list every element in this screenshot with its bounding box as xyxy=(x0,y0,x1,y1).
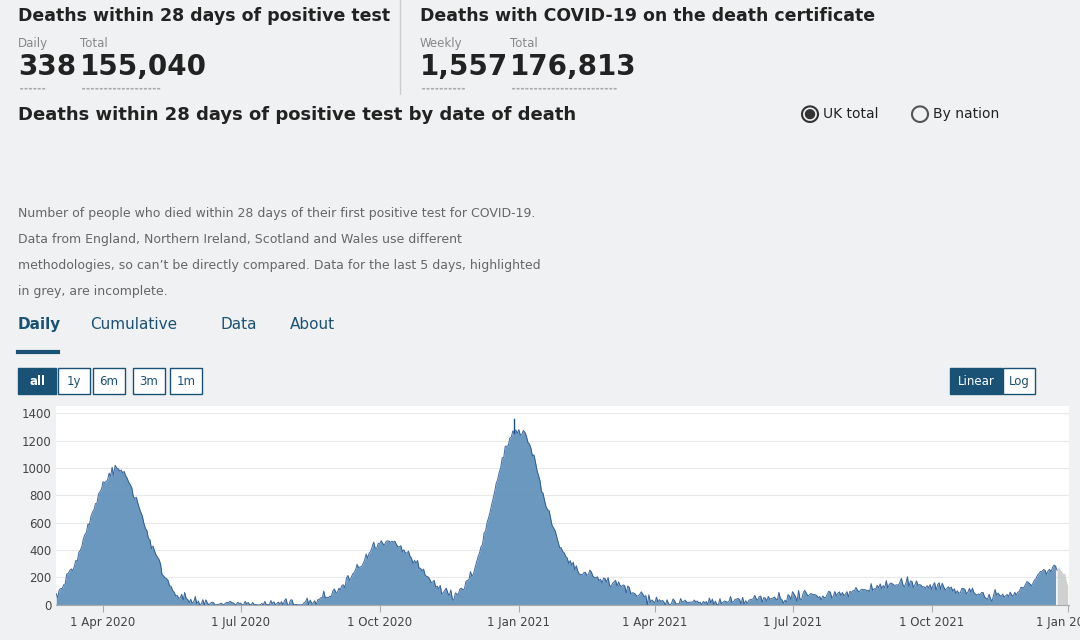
Text: Total: Total xyxy=(510,37,538,50)
Text: Daily: Daily xyxy=(18,37,49,50)
Text: Linear: Linear xyxy=(958,374,995,388)
Text: Cumulative: Cumulative xyxy=(90,317,177,332)
Text: By nation: By nation xyxy=(933,107,999,121)
Bar xyxy=(950,368,1002,394)
Text: 3m: 3m xyxy=(139,374,159,388)
Text: 155,040: 155,040 xyxy=(80,53,207,81)
Text: Log: Log xyxy=(1009,374,1029,388)
Polygon shape xyxy=(806,110,814,118)
Text: Data from England, Northern Ireland, Scotland and Wales use different: Data from England, Northern Ireland, Sco… xyxy=(18,233,462,246)
Text: Deaths with COVID-19 on the death certificate: Deaths with COVID-19 on the death certif… xyxy=(420,7,875,25)
Bar xyxy=(133,368,165,394)
Text: 338: 338 xyxy=(18,53,76,81)
Bar xyxy=(93,368,125,394)
Text: About: About xyxy=(291,317,335,332)
Bar xyxy=(170,368,202,394)
Text: 1,557: 1,557 xyxy=(420,53,509,81)
Text: Deaths within 28 days of positive test: Deaths within 28 days of positive test xyxy=(18,7,390,25)
Text: Total: Total xyxy=(80,37,108,50)
Text: 1m: 1m xyxy=(176,374,195,388)
Bar xyxy=(18,368,56,394)
Text: methodologies, so can’t be directly compared. Data for the last 5 days, highligh: methodologies, so can’t be directly comp… xyxy=(18,259,541,272)
Text: all: all xyxy=(29,374,45,388)
Text: 1y: 1y xyxy=(67,374,81,388)
Text: Daily: Daily xyxy=(18,317,62,332)
Text: 6m: 6m xyxy=(99,374,119,388)
Text: Number of people who died within 28 days of their first positive test for COVID-: Number of people who died within 28 days… xyxy=(18,207,536,220)
Text: 176,813: 176,813 xyxy=(510,53,636,81)
Text: UK total: UK total xyxy=(823,107,878,121)
Text: in grey, are incomplete.: in grey, are incomplete. xyxy=(18,285,167,298)
Text: Weekly: Weekly xyxy=(420,37,462,50)
Bar xyxy=(1003,368,1035,394)
Bar xyxy=(58,368,90,394)
Text: Deaths within 28 days of positive test by date of death: Deaths within 28 days of positive test b… xyxy=(18,106,576,124)
Text: Data: Data xyxy=(220,317,257,332)
